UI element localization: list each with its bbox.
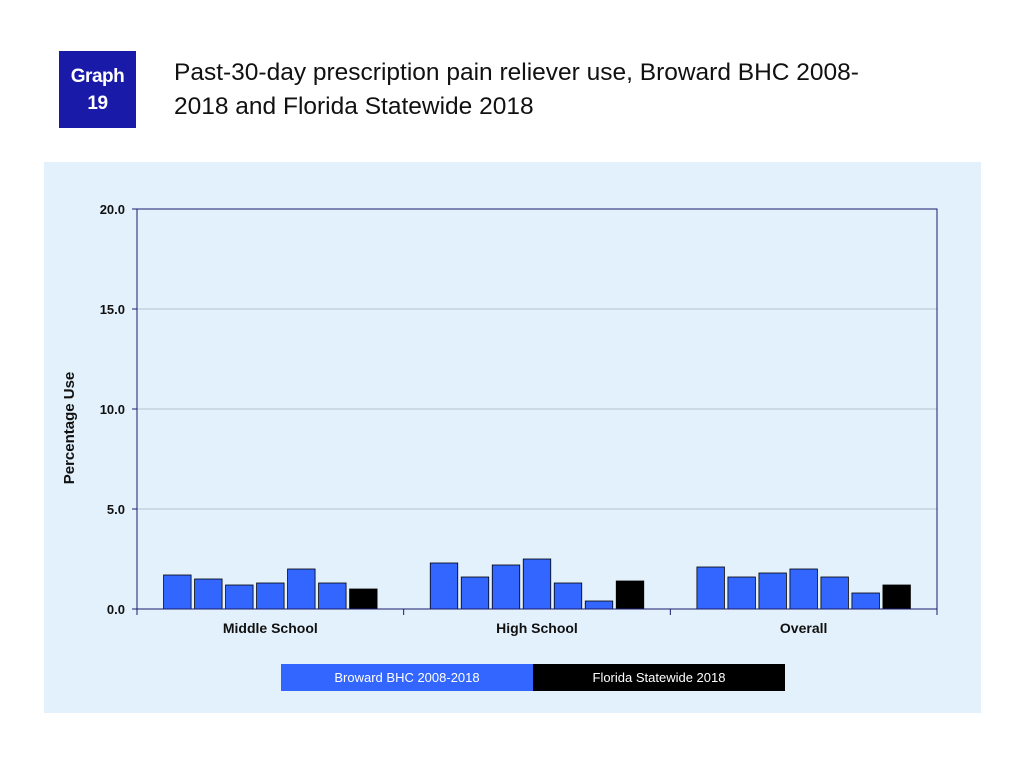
- bar: [460, 576, 490, 610]
- chart-panel: [44, 162, 981, 713]
- y-tick-label: 10.0: [100, 402, 125, 417]
- y-tick-label: 0.0: [107, 602, 125, 617]
- bar: [522, 558, 552, 610]
- bar: [820, 576, 849, 610]
- legend-item-florida: Florida Statewide 2018: [533, 664, 785, 691]
- bar: [553, 582, 583, 610]
- x-category-label: High School: [496, 620, 578, 636]
- bar: [882, 584, 911, 610]
- page-title-line1: Past-30-day prescription pain reliever u…: [174, 59, 859, 86]
- y-tick-label: 15.0: [100, 302, 125, 317]
- bar: [287, 568, 316, 610]
- bar: [584, 600, 614, 610]
- legend-label-broward: Broward BHC 2008-2018: [334, 670, 480, 685]
- bar: [851, 592, 880, 610]
- bar: [194, 578, 223, 610]
- y-tick-label: 5.0: [107, 502, 125, 517]
- graph-badge-label: Graph: [70, 65, 125, 87]
- chart-legend: Broward BHC 2008-2018 Florida Statewide …: [281, 664, 785, 691]
- bar: [163, 574, 192, 610]
- graph-badge-number: 19: [87, 92, 108, 114]
- bar: [615, 580, 645, 610]
- bar: [789, 568, 818, 610]
- bar: [491, 564, 521, 610]
- x-category-label: Middle School: [223, 620, 318, 636]
- y-axis-label: Percentage Use: [61, 372, 78, 485]
- legend-item-broward: Broward BHC 2008-2018: [281, 664, 533, 691]
- bar: [349, 588, 378, 610]
- bar: [758, 572, 787, 610]
- bar: [727, 576, 756, 610]
- page-title-line2: 2018 and Florida Statewide 2018: [174, 93, 534, 120]
- bar: [429, 562, 459, 610]
- x-category-label: Overall: [780, 620, 827, 636]
- legend-label-florida: Florida Statewide 2018: [592, 670, 726, 685]
- page-title: Past-30-day prescription pain reliever u…: [174, 56, 974, 124]
- bar: [225, 584, 254, 610]
- y-tick-label: 20.0: [100, 202, 125, 217]
- bar: [696, 566, 725, 610]
- graph-badge: Graph 19: [59, 51, 136, 128]
- bar: [256, 582, 285, 610]
- bar: [318, 582, 347, 610]
